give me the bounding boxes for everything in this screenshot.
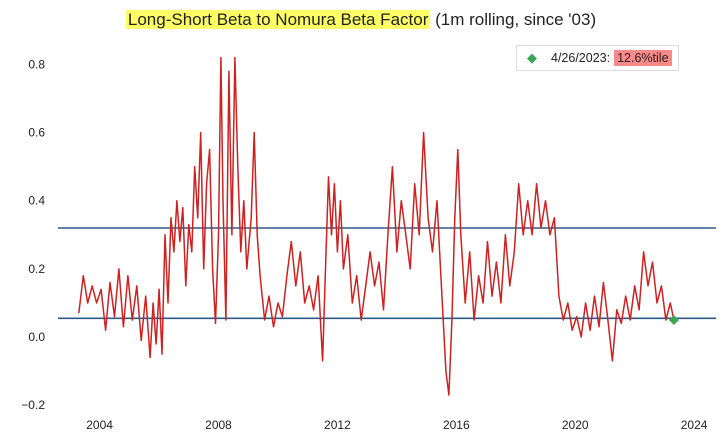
legend-diamond-icon: ◆ xyxy=(527,50,537,65)
y-tick-label: 0.2 xyxy=(28,262,45,276)
legend: ◆ 4/26/2023: 12.6%tile xyxy=(516,45,679,71)
series-line xyxy=(78,56,675,396)
series-group xyxy=(78,56,675,396)
x-tick-label: 2012 xyxy=(324,418,351,432)
annotation-group xyxy=(668,315,679,325)
reference-lines xyxy=(58,227,716,320)
x-tick-label: 2016 xyxy=(443,418,470,432)
chart-title-subtitle: (1m rolling, since '03) xyxy=(430,10,597,29)
y-axis: 0.8 0.6 0.4 0.2 0.0 −0.2 xyxy=(21,57,45,412)
x-tick-label: 2004 xyxy=(86,418,113,432)
y-tick-label: 0.8 xyxy=(28,57,45,71)
chart-title: Long-Short Beta to Nomura Beta Factor (1… xyxy=(0,10,722,30)
y-tick-label: 0.0 xyxy=(28,330,45,344)
x-tick-label: 2024 xyxy=(681,418,708,432)
x-tick-label: 2008 xyxy=(205,418,232,432)
y-tick-label: 0.6 xyxy=(28,126,45,140)
x-axis: 2004 2008 2012 2016 2020 2024 xyxy=(86,418,708,432)
x-tick-label: 2020 xyxy=(562,418,589,432)
y-tick-label: 0.4 xyxy=(28,194,45,208)
y-tick-label: −0.2 xyxy=(21,398,45,412)
legend-date: 4/26/2023: xyxy=(551,51,611,65)
current-value-marker xyxy=(668,315,679,325)
legend-percentile: 12.6%tile xyxy=(614,50,672,66)
chart-title-highlight: Long-Short Beta to Nomura Beta Factor xyxy=(125,10,431,29)
